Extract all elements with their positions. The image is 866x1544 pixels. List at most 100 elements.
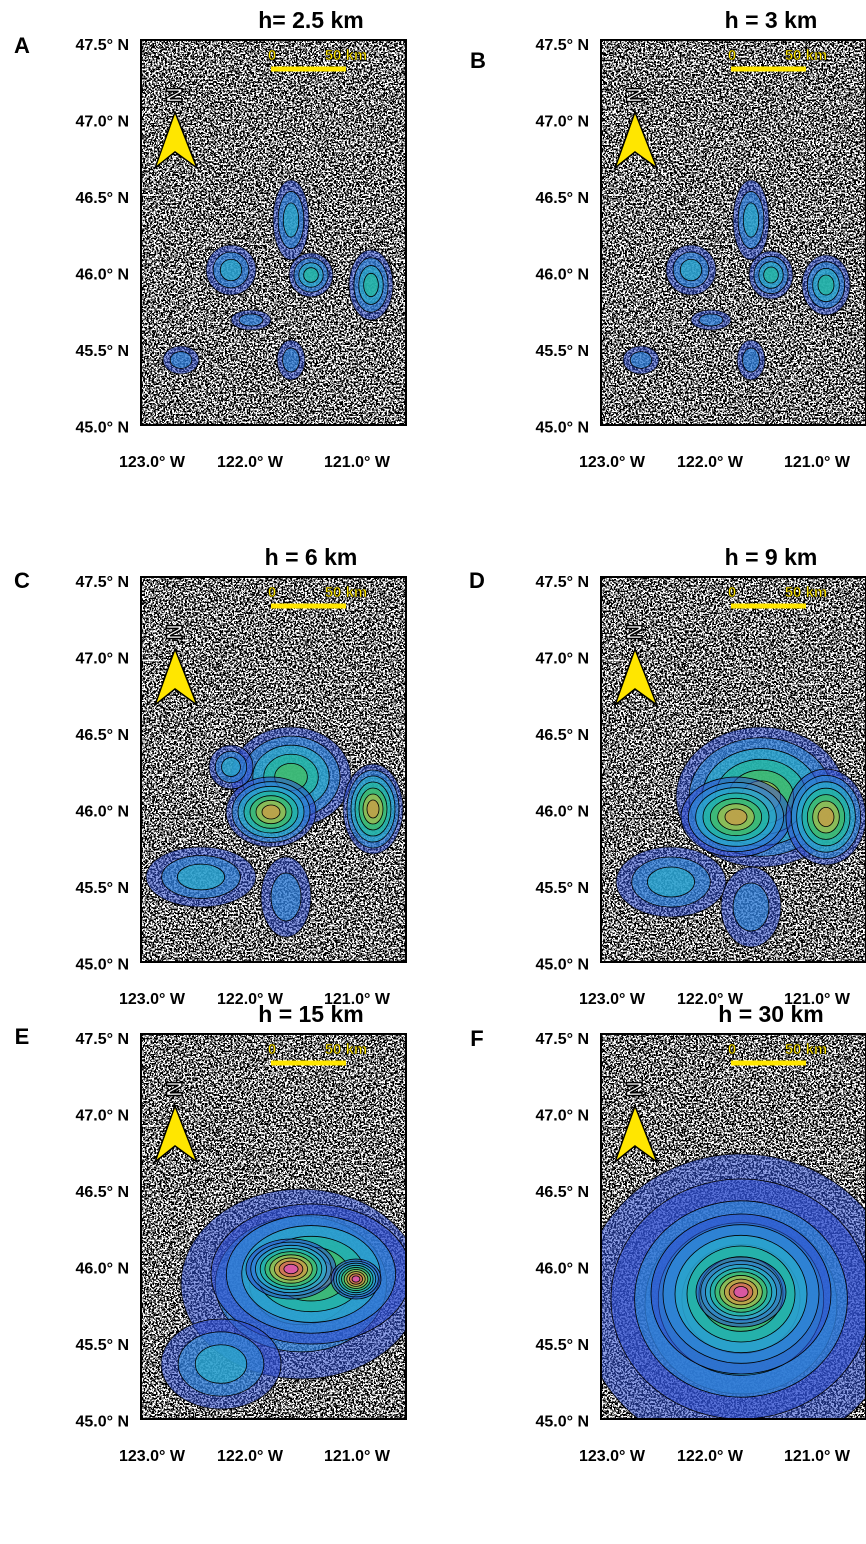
scale-start: 0 — [728, 1041, 736, 1058]
lon-label: 122.0° W — [677, 1448, 744, 1465]
contour — [732, 882, 770, 932]
density-contours — [601, 1153, 866, 1419]
lat-label: 47.0° N — [75, 114, 129, 131]
scale-start: 0 — [268, 584, 276, 601]
lat-label: 47.5° N — [75, 1031, 129, 1048]
scale-end: 50 km — [325, 47, 368, 64]
density-contours — [145, 726, 404, 938]
panel-title: h = 9 km — [725, 544, 818, 570]
lat-label: 46.0° N — [75, 1261, 129, 1278]
north-label: N — [622, 1081, 647, 1097]
contour — [221, 757, 241, 777]
lat-label: 47.5° N — [535, 1031, 589, 1048]
map-panel: Eh = 15 km 47.5° N 47.0° N 46.5° N 46.0° N 45… — [15, 1001, 407, 1465]
contour — [177, 863, 225, 891]
lat-label: 45.5° N — [535, 880, 589, 897]
north-arrow — [153, 646, 199, 708]
lat-label: 47.5° N — [75, 37, 129, 54]
contour — [742, 202, 760, 238]
lat-label: 45.5° N — [535, 343, 589, 360]
panel-title: h = 6 km — [265, 544, 358, 570]
lon-label: 122.0° W — [217, 991, 284, 1008]
scale-start: 0 — [728, 584, 736, 601]
contour — [817, 807, 835, 828]
lon-label: 122.0° W — [217, 454, 284, 471]
contour — [698, 313, 724, 327]
contour — [282, 202, 300, 238]
contour — [763, 266, 779, 284]
lat-label: 47.5° N — [535, 37, 589, 54]
lat-label: 47.5° N — [75, 574, 129, 591]
lat-label: 46.5° N — [535, 727, 589, 744]
map-panel: Bh = 3 km 47.5° N 47.0° N 46.5° N 46.0° N 45.… — [470, 7, 866, 471]
contour — [219, 258, 243, 282]
north-label: N — [622, 624, 647, 640]
density-contours — [162, 179, 394, 381]
lat-label: 47.5° N — [535, 574, 589, 591]
lat-label: 46.0° N — [535, 804, 589, 821]
map-frame — [600, 39, 866, 426]
lon-label: 123.0° W — [579, 991, 646, 1008]
lat-label: 46.0° N — [75, 804, 129, 821]
lat-label: 45.5° N — [75, 880, 129, 897]
contour — [647, 866, 695, 898]
map-frame — [600, 576, 866, 963]
lat-label: 46.5° N — [535, 1184, 589, 1201]
contour — [194, 1344, 248, 1384]
lat-label: 45.0° N — [75, 957, 129, 974]
density-contours — [615, 726, 866, 948]
map-frame — [140, 39, 407, 426]
panel-title: h = 3 km — [725, 7, 818, 33]
contour — [366, 799, 380, 819]
lon-label: 121.0° W — [324, 1448, 391, 1465]
scale-start: 0 — [268, 1041, 276, 1058]
lon-label: 122.0° W — [217, 1448, 284, 1465]
contour — [283, 1263, 299, 1275]
north-label: N — [622, 87, 647, 103]
contour — [817, 274, 835, 296]
contour — [282, 347, 300, 373]
lat-label: 45.0° N — [535, 420, 589, 437]
panel-letter: F — [470, 1026, 483, 1051]
lon-label: 123.0° W — [579, 1448, 646, 1465]
panel-letter: C — [14, 568, 30, 593]
north-arrow — [613, 109, 659, 171]
lon-label: 122.0° W — [677, 991, 744, 1008]
lon-label: 121.0° W — [324, 454, 391, 471]
north-label: N — [162, 1081, 187, 1097]
lon-label: 121.0° W — [784, 454, 851, 471]
map-frame — [140, 576, 407, 963]
panel-title: h = 30 km — [718, 1001, 823, 1027]
lat-label: 45.5° N — [75, 343, 129, 360]
lat-label: 45.0° N — [75, 420, 129, 437]
panel-letter: A — [14, 33, 30, 58]
density-contours — [622, 179, 851, 381]
contour — [629, 351, 653, 369]
map-panel: Ch = 6 km 47.5° N 47.0° N 46.5° N 46.0° N 45.… — [14, 544, 407, 1008]
contour — [351, 1275, 361, 1283]
contour — [238, 313, 264, 327]
north-arrow — [153, 1103, 199, 1165]
lat-label: 47.0° N — [535, 651, 589, 668]
lon-label: 123.0° W — [119, 991, 186, 1008]
scale-end: 50 km — [785, 584, 828, 601]
lat-label: 45.5° N — [75, 1337, 129, 1354]
panel-letter: B — [470, 48, 486, 73]
lat-label: 47.0° N — [75, 651, 129, 668]
density-contours — [160, 1188, 406, 1410]
north-label: N — [162, 624, 187, 640]
contour — [363, 272, 379, 298]
contour — [724, 808, 748, 826]
lat-label: 45.0° N — [535, 1414, 589, 1431]
contour — [261, 804, 281, 820]
lon-label: 121.0° W — [784, 991, 851, 1008]
lon-label: 123.0° W — [119, 454, 186, 471]
north-arrow — [153, 109, 199, 171]
lat-label: 46.5° N — [75, 727, 129, 744]
lon-label: 121.0° W — [324, 991, 391, 1008]
lon-label: 122.0° W — [677, 454, 744, 471]
contour — [270, 872, 302, 922]
lon-label: 121.0° W — [784, 1448, 851, 1465]
lat-label: 46.5° N — [535, 190, 589, 207]
